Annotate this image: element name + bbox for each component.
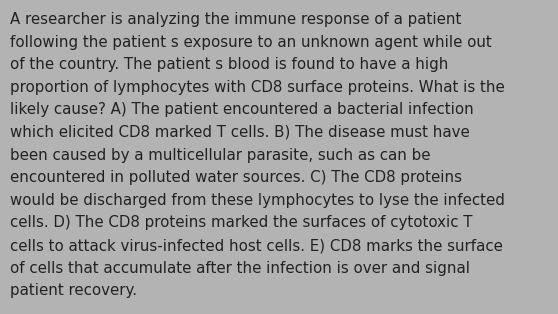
Text: likely cause? A) The patient encountered a bacterial infection: likely cause? A) The patient encountered… bbox=[10, 102, 474, 117]
Text: cells to attack virus-infected host cells. E) CD8 marks the surface: cells to attack virus-infected host cell… bbox=[10, 238, 503, 253]
Text: which elicited CD8 marked T cells. B) The disease must have: which elicited CD8 marked T cells. B) Th… bbox=[10, 125, 470, 140]
Text: A researcher is analyzing the immune response of a patient: A researcher is analyzing the immune res… bbox=[10, 12, 461, 27]
Text: of the country. The patient s blood is found to have a high: of the country. The patient s blood is f… bbox=[10, 57, 449, 72]
Text: been caused by a multicellular parasite, such as can be: been caused by a multicellular parasite,… bbox=[10, 148, 431, 163]
Text: encountered in polluted water sources. C) The CD8 proteins: encountered in polluted water sources. C… bbox=[10, 170, 462, 185]
Text: patient recovery.: patient recovery. bbox=[10, 283, 137, 298]
Text: of cells that accumulate after the infection is over and signal: of cells that accumulate after the infec… bbox=[10, 261, 470, 276]
Text: following the patient s exposure to an unknown agent while out: following the patient s exposure to an u… bbox=[10, 35, 492, 50]
Text: cells. D) The CD8 proteins marked the surfaces of cytotoxic T: cells. D) The CD8 proteins marked the su… bbox=[10, 215, 473, 230]
Text: proportion of lymphocytes with CD8 surface proteins. What is the: proportion of lymphocytes with CD8 surfa… bbox=[10, 80, 505, 95]
Text: would be discharged from these lymphocytes to lyse the infected: would be discharged from these lymphocyt… bbox=[10, 193, 505, 208]
